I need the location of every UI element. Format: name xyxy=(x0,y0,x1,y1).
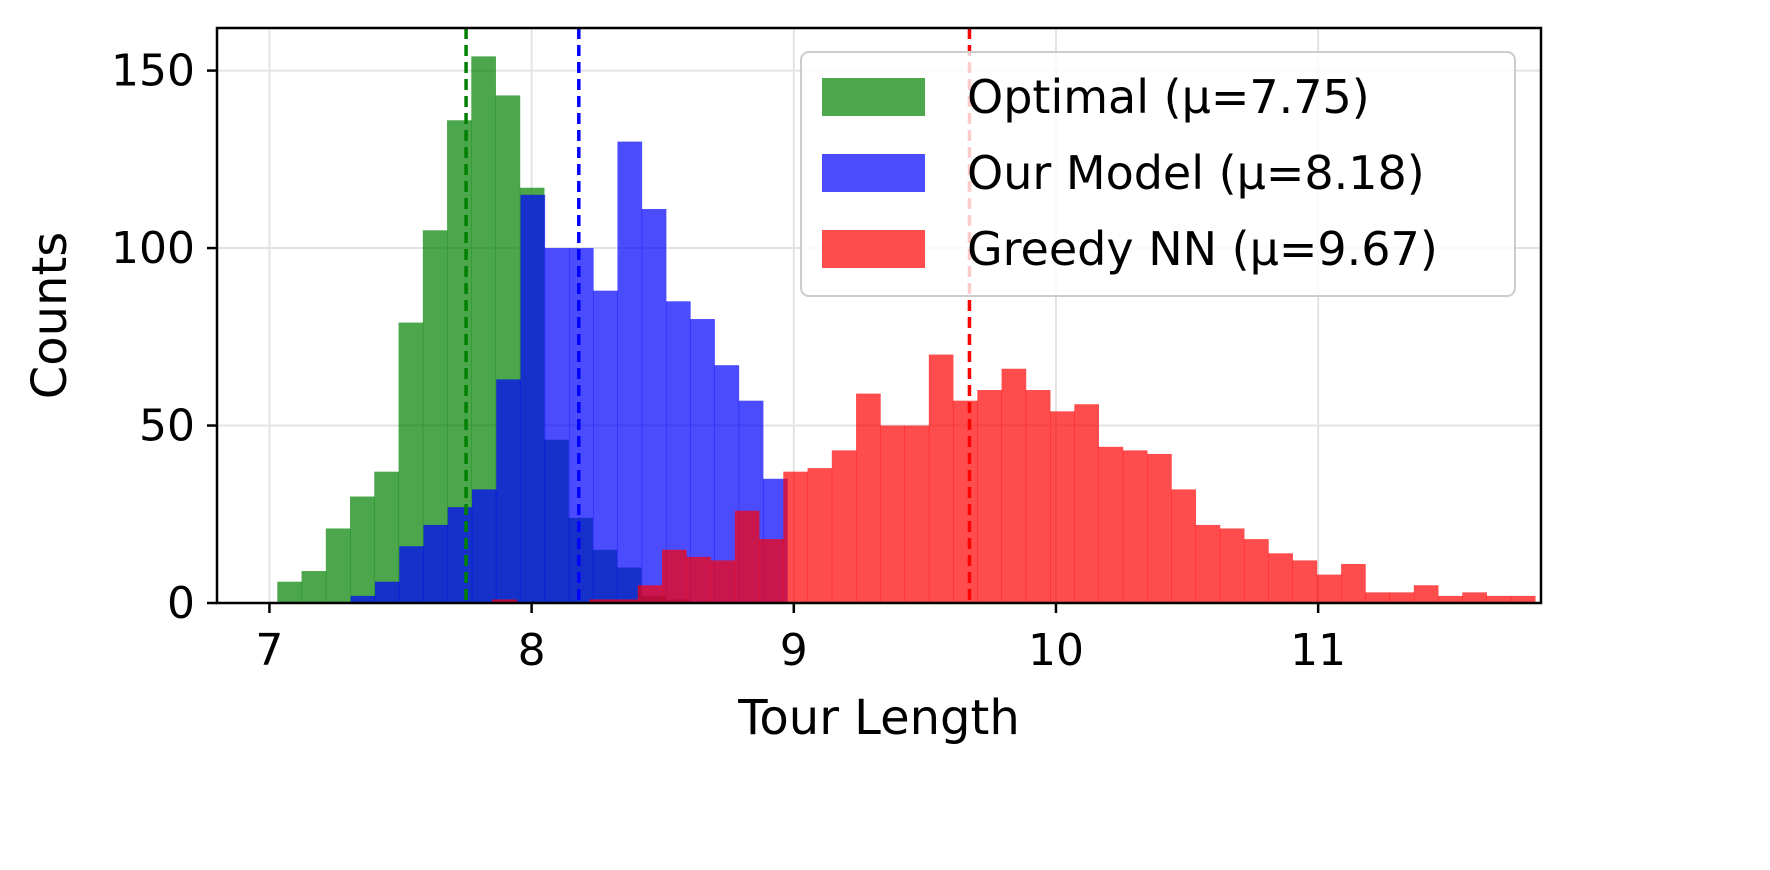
y-tick-label: 0 xyxy=(167,578,195,629)
histogram-bar xyxy=(544,248,570,604)
histogram-bar xyxy=(783,471,808,603)
histogram-bar xyxy=(1486,595,1512,603)
histogram-bar xyxy=(1050,411,1075,603)
histogram-bar xyxy=(1316,574,1342,603)
plot-frame xyxy=(215,26,1543,605)
histogram-bar xyxy=(423,524,449,603)
histogram-bar xyxy=(1025,390,1051,603)
histogram-bar xyxy=(831,450,857,603)
histogram-bar xyxy=(374,581,400,603)
histogram-bar xyxy=(641,209,667,603)
histogram-bar xyxy=(953,400,978,603)
histogram-bar xyxy=(568,248,594,604)
histogram-bar xyxy=(1341,563,1366,603)
x-axis-title: Tour Length xyxy=(737,690,1020,746)
histogram-bar xyxy=(1438,595,1463,603)
histogram-bar xyxy=(471,489,497,603)
histogram-bar xyxy=(617,141,643,603)
histogram-bar xyxy=(593,290,618,603)
histogram-bar xyxy=(1413,585,1439,603)
histogram-bar xyxy=(1122,450,1148,603)
histogram-bar xyxy=(1001,368,1027,603)
histogram-bar xyxy=(856,393,881,603)
histogram-bar xyxy=(1510,595,1536,603)
histogram-bar xyxy=(492,599,517,603)
legend-box xyxy=(800,51,1516,297)
y-tick-label: 50 xyxy=(139,401,195,452)
histogram-bar xyxy=(1147,453,1172,603)
histogram-bar xyxy=(759,539,784,603)
histogram-bar xyxy=(1219,528,1245,603)
x-tick-label: 11 xyxy=(1290,625,1346,676)
legend-label: Greedy NN (μ=9.67) xyxy=(967,222,1438,276)
y-tick-label: 100 xyxy=(111,223,195,274)
legend-swatch xyxy=(822,78,925,116)
histogram-bar xyxy=(1195,524,1221,603)
histogram-bar xyxy=(662,549,687,603)
histogram-bar xyxy=(904,425,930,603)
histogram-bar xyxy=(350,595,376,603)
series-ff0000 xyxy=(492,354,1536,603)
histogram-bar xyxy=(374,471,399,603)
legend-swatch xyxy=(822,230,925,268)
histogram-bar xyxy=(637,585,663,603)
histogram-bar xyxy=(928,354,954,603)
axis-ticks: 7 8 9 10 11 0 50 100 150 xyxy=(111,46,1346,676)
histogram-bar xyxy=(1171,489,1196,603)
histogram-bar xyxy=(710,560,736,603)
histogram-bar xyxy=(399,546,424,603)
legend-label: Our Model (μ=8.18) xyxy=(967,146,1425,200)
legend-swatch xyxy=(822,154,925,192)
histogram-bar xyxy=(301,571,327,603)
legend-label: Optimal (μ=7.75) xyxy=(967,70,1370,124)
histogram-bar xyxy=(496,379,521,603)
histogram-bars xyxy=(277,56,1536,604)
histogram-bar xyxy=(1098,446,1124,603)
histogram-bar xyxy=(520,194,546,603)
y-axis-title: Counts xyxy=(22,232,78,400)
histogram-bar xyxy=(1365,592,1390,603)
histogram-bar xyxy=(589,599,614,603)
histogram-bar xyxy=(807,468,833,603)
histogram-bar xyxy=(277,581,302,603)
histogram-bar xyxy=(350,496,375,603)
x-tick-label: 9 xyxy=(780,625,808,676)
histogram-bar xyxy=(1462,592,1487,603)
histogram-bar xyxy=(1268,553,1293,603)
histogram-bar xyxy=(686,556,711,603)
histogram-bar xyxy=(1074,404,1099,603)
x-tick-label: 10 xyxy=(1028,625,1084,676)
legend: Optimal (μ=7.75) Our Model (μ=8.18) Greedy… xyxy=(800,51,1516,297)
histogram-bar xyxy=(325,528,351,603)
x-tick-label: 7 xyxy=(255,625,283,676)
histogram-bar xyxy=(880,425,905,603)
histogram-bar xyxy=(1292,560,1318,603)
y-tick-label: 150 xyxy=(111,46,195,97)
histogram-bar xyxy=(1244,539,1269,603)
histogram-bar xyxy=(1389,592,1415,603)
histogram-bar xyxy=(447,507,473,603)
histogram-bar xyxy=(690,319,715,603)
x-tick-label: 8 xyxy=(518,625,546,676)
histogram-bar xyxy=(613,599,639,603)
histogram-bar xyxy=(977,390,1002,603)
histogram-bar xyxy=(734,510,760,603)
